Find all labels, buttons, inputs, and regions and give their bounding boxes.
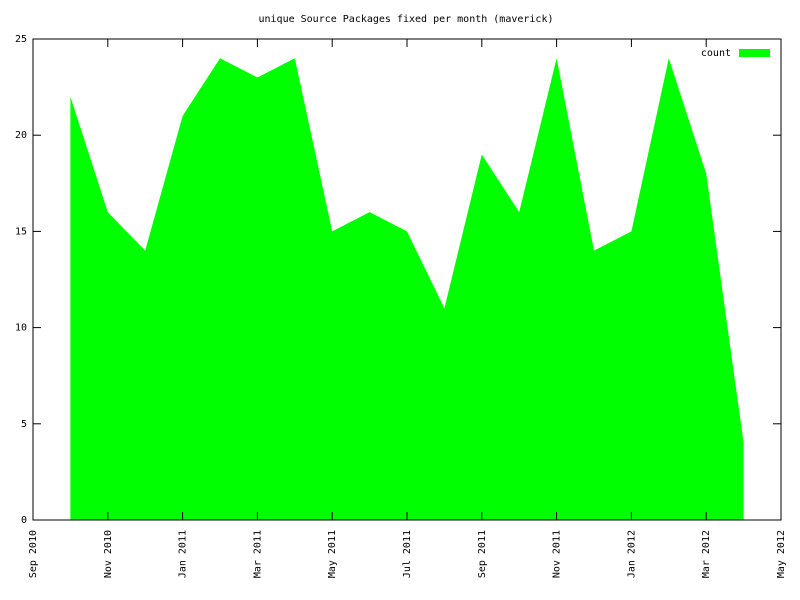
legend-label: count: [701, 48, 731, 59]
x-tick-label: Nov 2011: [552, 530, 563, 578]
y-tick-label: 10: [15, 323, 27, 334]
area: [70, 58, 744, 521]
x-tick-label: Mar 2012: [701, 530, 712, 578]
x-tick-label: Sep 2010: [28, 530, 39, 578]
legend-swatch: [739, 49, 770, 57]
x-tick-label: Jan 2011: [178, 530, 189, 578]
chart-title: unique Source Packages fixed per month (…: [258, 14, 553, 25]
x-tick-label: Mar 2011: [252, 530, 263, 578]
y-tick-label: 20: [15, 130, 27, 141]
x-tick-label: Jul 2011: [402, 530, 413, 578]
x-tick-label: Nov 2010: [103, 530, 114, 578]
x-tick-label: Sep 2011: [477, 530, 488, 578]
x-tick-label: May 2011: [327, 530, 338, 578]
x-tick-label: Jan 2012: [626, 530, 637, 578]
y-tick-label: 0: [21, 515, 27, 526]
y-tick-label: 25: [15, 34, 27, 45]
y-tick-label: 5: [21, 419, 27, 430]
y-tick-label: 15: [15, 226, 27, 237]
x-tick-label: May 2012: [776, 530, 787, 578]
